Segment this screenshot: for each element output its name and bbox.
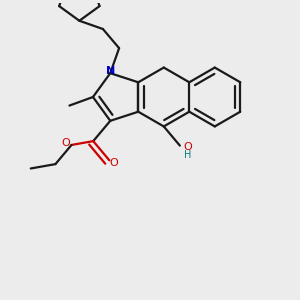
Text: N: N: [106, 66, 115, 76]
Text: H: H: [184, 150, 192, 160]
Text: O: O: [184, 142, 193, 152]
Text: O: O: [61, 139, 70, 148]
Text: O: O: [110, 158, 118, 168]
